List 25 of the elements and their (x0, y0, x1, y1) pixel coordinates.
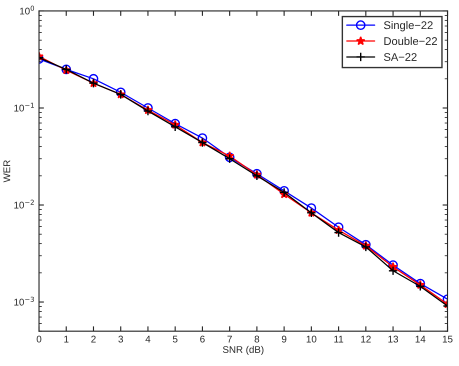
x-tick-label: 5 (172, 336, 178, 343)
y-tick-label: 10$^{−2}$ (14, 200, 34, 209)
x-axis-title: SNR (dB) (222, 346, 264, 355)
x-tick-label: 7 (227, 336, 232, 342)
x-tick-label: 1 (64, 336, 68, 342)
x-tick-label: 9 (282, 336, 286, 343)
y-tick-label: 10$^{0}$ (20, 6, 34, 15)
y-tick-label: 10$^{−3}$ (14, 296, 34, 306)
legend-label: Single−22 (384, 20, 433, 32)
x-tick-label: 12 (361, 336, 371, 342)
x-tick-label: 6 (200, 336, 205, 343)
x-tick-label: 4 (145, 336, 150, 342)
x-tick-label: 3 (118, 336, 123, 343)
x-tick-label: 10 (306, 336, 316, 343)
legend-label: Double−22 (384, 36, 437, 46)
x-tick-label: 2 (91, 336, 96, 342)
x-tick-label: 15 (442, 336, 453, 343)
y-axis-title: WER (3, 160, 10, 182)
x-tick-label: 14 (416, 336, 426, 342)
x-tick-label: 8 (254, 336, 260, 343)
x-tick-label: 11 (334, 336, 344, 342)
x-tick-label: 0 (36, 336, 42, 343)
y-tick-label: 10$^{−1}$ (14, 102, 34, 112)
legend-label: SA−22 (384, 53, 417, 61)
x-tick-label: 13 (388, 336, 398, 343)
